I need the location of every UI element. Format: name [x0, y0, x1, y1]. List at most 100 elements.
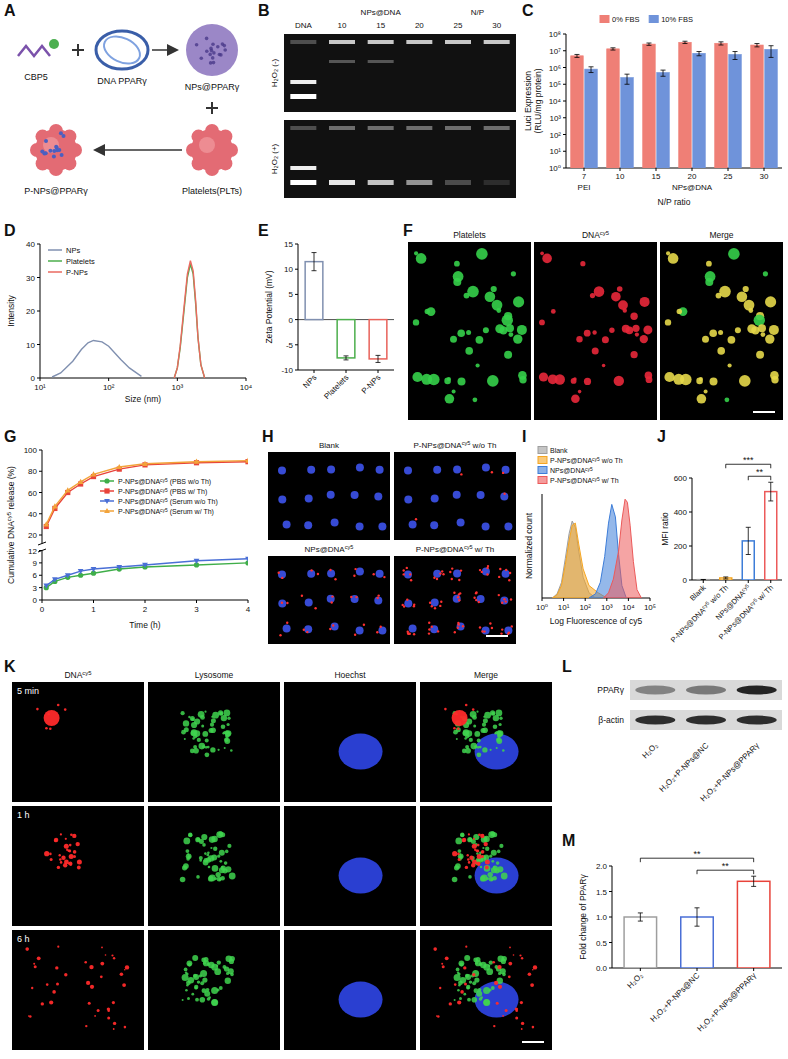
stain [459, 960, 465, 966]
stain [221, 715, 227, 721]
stain [301, 595, 303, 597]
y-tick-label: 40 [26, 240, 35, 249]
stain [508, 962, 512, 966]
stain [65, 838, 67, 840]
stain [467, 998, 471, 1002]
stain [217, 877, 222, 882]
error-bar [697, 52, 702, 56]
y-tick-label: -10 [281, 366, 293, 375]
nucleus [327, 491, 335, 499]
stain [490, 749, 492, 751]
text-part: M [562, 832, 575, 849]
stain [473, 597, 475, 599]
micrograph [12, 682, 144, 802]
stain [225, 850, 229, 854]
nucleus [278, 599, 286, 607]
stain [66, 849, 68, 851]
micrograph [394, 556, 516, 644]
stain [211, 718, 216, 723]
stain [218, 749, 220, 751]
y-tick-label: 0 [31, 374, 36, 383]
stain [227, 723, 230, 726]
stain [502, 315, 513, 326]
stain [451, 578, 453, 580]
stain [428, 628, 430, 630]
y-tick-label: 10⁶ [549, 64, 561, 73]
scale-bar [486, 635, 508, 637]
stain [112, 1001, 115, 1004]
stain [739, 375, 751, 387]
text-part: w/ Th [600, 477, 619, 484]
text-part: H₂O₂ [641, 741, 660, 760]
panel-letter: D [4, 222, 16, 239]
stain [455, 863, 461, 869]
text-part: (PBS w/o Th) [168, 478, 211, 486]
stain [493, 865, 498, 870]
bar [765, 492, 777, 580]
stain [614, 376, 624, 386]
stain [502, 973, 506, 977]
text-part: 0 [40, 605, 45, 614]
plus-sign [72, 44, 84, 56]
x-tick-label: 10⁴ [240, 383, 253, 392]
significance-label: *** [743, 455, 754, 465]
stain [486, 567, 488, 569]
text-part: 5 [289, 290, 294, 299]
text-part: Platelets [453, 230, 486, 240]
x-axis-title: Log Fluorescence of cy5 [550, 616, 643, 626]
stain [205, 752, 210, 757]
text-part: Fold change of PPARγ [578, 874, 588, 960]
stain [511, 625, 513, 627]
text-part: L [562, 658, 572, 675]
nanoparticle [186, 24, 238, 76]
text-part: Blank [550, 447, 568, 454]
stain [452, 390, 456, 394]
x-tick [145, 600, 146, 603]
stain [194, 986, 197, 989]
stain [201, 724, 204, 727]
point [52, 503, 58, 508]
text-part: 9 [33, 559, 38, 568]
stain [332, 624, 334, 626]
stain [761, 332, 766, 337]
stain [464, 955, 470, 961]
stain [90, 985, 94, 989]
stain [503, 493, 505, 495]
stain [193, 745, 197, 749]
y-tick-label: 10⁴ [549, 97, 562, 106]
x-tick-label: 10³ [601, 603, 613, 612]
y-tick-label: 10 [26, 341, 35, 350]
stain [229, 873, 236, 880]
stain [428, 632, 430, 634]
y-tick [609, 942, 612, 943]
y-tick-label: 2.0 [596, 862, 608, 871]
legend-label: 10% FBS [661, 15, 693, 24]
panel-letter: H [262, 428, 274, 445]
text-part: D [4, 222, 16, 239]
nanoparticle-dot [211, 42, 215, 46]
text-part: w/o Th [600, 457, 623, 464]
stain [502, 956, 507, 961]
stain [460, 990, 464, 994]
stain [551, 309, 556, 314]
nucleus [430, 521, 438, 529]
nucleus [404, 495, 412, 503]
stain [454, 983, 457, 986]
nucleus [477, 491, 485, 499]
stain [532, 1026, 535, 1029]
text-part: NPs@PPARγ [185, 82, 240, 92]
text-part: 2.0 [596, 862, 608, 871]
plot-marks [552, 499, 641, 598]
text-part: Platelets [66, 257, 95, 266]
stain [52, 990, 56, 994]
stain [69, 854, 74, 859]
x-tick [606, 598, 607, 601]
bar [369, 320, 387, 359]
text-part: Normalized count [524, 512, 534, 579]
nucleus [304, 521, 312, 529]
text-part: 1.5 [596, 888, 608, 897]
stain [622, 325, 630, 333]
y-tick [609, 968, 612, 969]
y-tick-label: 0.0 [596, 964, 608, 973]
y-tick [563, 134, 566, 135]
